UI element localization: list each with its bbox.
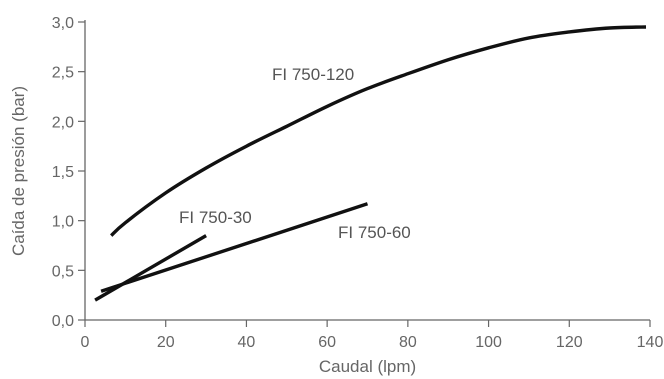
x-tick-label: 0 [81,334,90,351]
x-tick-label: 140 [637,334,664,351]
x-tick-label: 120 [556,334,583,351]
y-ticks: 0,0 0,5 1,0 1,5 2,0 2,5 3,0 [52,15,85,330]
series-line-fi-750-120 [110,25,647,237]
y-tick-label: 2,5 [52,65,74,82]
y-tick-label: 0,5 [52,263,74,280]
y-tick-label: 2,0 [52,114,74,131]
x-ticks: 0 20 40 60 80 100 120 140 [81,320,664,351]
x-tick-label: 80 [399,334,417,351]
x-tick-label: 60 [318,334,336,351]
axes [84,20,650,321]
series-label-fi-750-30: FI 750-30 [179,208,252,227]
x-tick-label: 100 [475,334,502,351]
series-line-fi-750-60 [100,202,369,293]
series-lines [94,25,647,302]
series-label-fi-750-120: FI 750-120 [272,65,354,84]
y-tick-label: 1,0 [52,214,74,231]
y-tick-label: 0,0 [52,313,74,330]
y-tick-label: 1,5 [52,164,74,181]
y-axis-title: Caída de presión (bar) [9,86,28,256]
y-tick-label: 3,0 [52,15,74,32]
x-axis-title: Caudal (lpm) [319,357,416,376]
x-tick-label: 20 [157,334,175,351]
series-labels: FI 750-120 FI 750-30 FI 750-60 [179,65,411,242]
x-tick-label: 40 [238,334,256,351]
series-label-fi-750-60: FI 750-60 [338,223,411,242]
series-line-fi-750-30 [94,234,207,302]
